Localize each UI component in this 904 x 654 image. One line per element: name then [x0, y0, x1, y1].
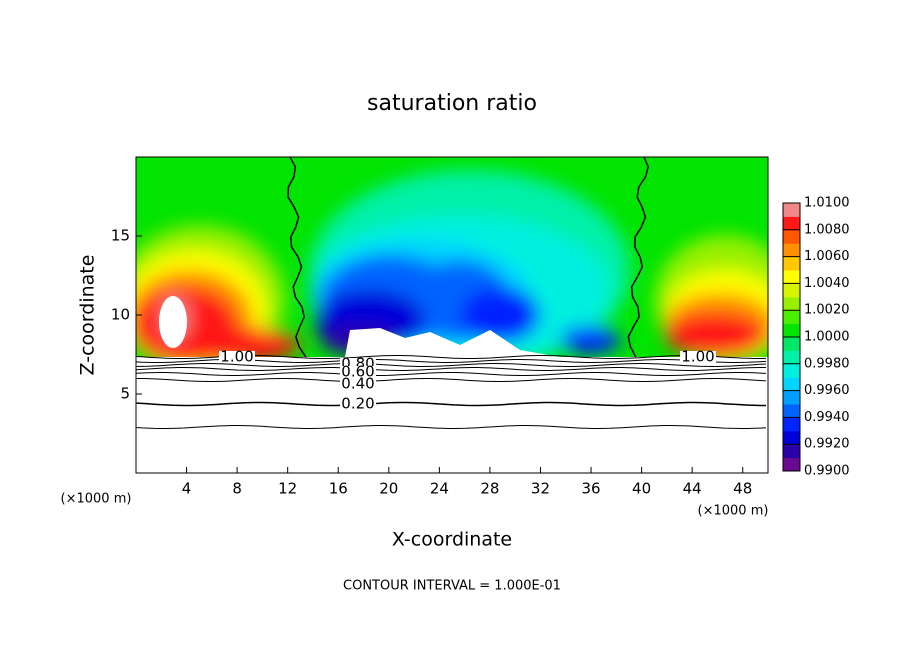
- contour-label: 1.00: [220, 348, 253, 366]
- x-tick-label: 44: [683, 480, 702, 498]
- contour-line: [136, 378, 767, 382]
- colorbar-swatch: [783, 363, 800, 378]
- colorbar-swatch: [783, 216, 800, 231]
- x-tick-label: 12: [278, 480, 297, 498]
- contour-label-bg: [680, 351, 716, 363]
- colorbar-swatch: [783, 404, 800, 418]
- colorbar-swatch: [783, 350, 800, 365]
- colorbar-swatch: [783, 337, 800, 351]
- contour-line: [136, 372, 767, 376]
- colorbar-tick-label: 0.9900: [804, 464, 850, 479]
- y-tick-label: 15: [111, 227, 130, 245]
- colorbar-tick-label: 0.9960: [804, 383, 850, 398]
- contour-label-bg: [340, 398, 376, 410]
- contour-label-bg: [340, 366, 376, 378]
- colorbar-tick-label: 1.0000: [804, 330, 850, 345]
- colorbar-swatch: [783, 417, 800, 432]
- colorbar-swatch: [783, 377, 800, 392]
- contour-line: [136, 425, 767, 429]
- contour-note: CONTOUR INTERVAL = 1.000E-01: [343, 579, 561, 594]
- contour-label-bg: [340, 378, 376, 390]
- field-blob: [560, 326, 620, 354]
- colorbar-swatch: [783, 323, 800, 338]
- x-tick-label: 28: [480, 480, 499, 498]
- colorbar-swatch: [783, 430, 800, 445]
- y-tick-label: 5: [120, 385, 130, 403]
- x-tick-label: 20: [379, 480, 398, 498]
- field-blob: [460, 287, 540, 343]
- x-tick-label: 16: [329, 480, 348, 498]
- colorbar-swatch: [783, 229, 800, 244]
- colorbar-tick-label: 1.0100: [804, 196, 850, 211]
- x-tick-label: 24: [430, 480, 449, 498]
- colorbar-swatch: [783, 203, 800, 217]
- x-tick-label: 32: [531, 480, 550, 498]
- contour-line: [287, 157, 307, 358]
- colorbar-tick-label: 1.0060: [804, 249, 850, 264]
- unit-label: (×1000 m): [61, 492, 132, 507]
- field-blob: [665, 313, 765, 357]
- x-tick-label: 8: [232, 480, 242, 498]
- x-tick-label: 48: [733, 480, 752, 498]
- x-axis-label: X-coordinate: [392, 529, 512, 551]
- x-tick-label: 4: [182, 480, 192, 498]
- chart-title: saturation ratio: [367, 91, 537, 116]
- contour-label: 1.00: [681, 348, 714, 366]
- colorbar-swatch: [783, 243, 800, 258]
- colorbar-tick-label: 1.0040: [804, 276, 850, 291]
- colorbar-swatch: [783, 283, 800, 298]
- contour-line: [136, 401, 766, 407]
- contour-label-bg: [219, 351, 255, 363]
- contour-label: 0.60: [341, 363, 374, 381]
- colorbar-swatch: [783, 310, 800, 325]
- colorbar-tick-label: 0.9940: [804, 410, 850, 425]
- colorbar-swatch: [783, 444, 800, 459]
- colorbar-swatch: [783, 296, 800, 311]
- colorbar-swatch: [783, 390, 800, 405]
- colorbar-swatch: [783, 256, 800, 271]
- colorbar-swatch: [783, 457, 800, 472]
- field-blob: [160, 327, 300, 363]
- contour-line: [136, 367, 766, 371]
- contour-label: 0.40: [341, 375, 374, 393]
- colorbar-tick-label: 1.0080: [804, 222, 850, 237]
- unit-label: (×1000 m): [698, 504, 769, 519]
- contour-line: [627, 157, 649, 358]
- contour-line: [136, 363, 767, 367]
- colorbar-swatch: [783, 270, 800, 284]
- colorbar-tick-label: 1.0020: [804, 303, 850, 318]
- x-tick-label: 40: [632, 480, 651, 498]
- y-tick-label: 10: [111, 306, 130, 324]
- field: [136, 157, 768, 473]
- contour-label: 0.20: [341, 395, 374, 413]
- colorbar-tick-label: 0.9980: [804, 356, 850, 371]
- colorbar-tick-label: 0.9920: [804, 437, 850, 452]
- x-tick-label: 36: [581, 480, 600, 498]
- cloud-hole: [159, 296, 187, 348]
- y-axis-label: Z-coordinate: [77, 255, 99, 376]
